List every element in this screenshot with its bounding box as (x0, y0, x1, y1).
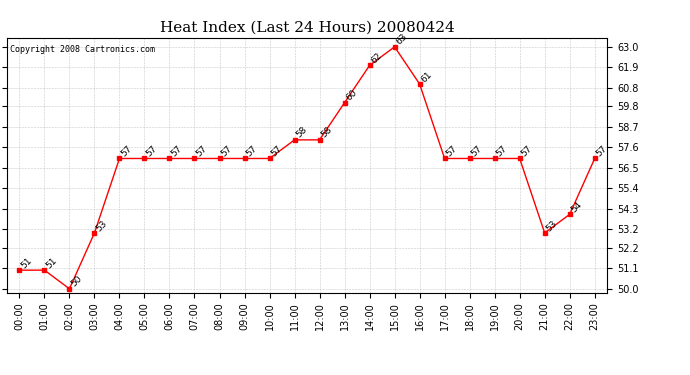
Text: Copyright 2008 Cartronics.com: Copyright 2008 Cartronics.com (10, 45, 155, 54)
Text: 57: 57 (170, 144, 184, 159)
Text: 58: 58 (295, 125, 309, 140)
Text: 57: 57 (144, 144, 159, 159)
Text: 57: 57 (119, 144, 134, 159)
Text: 54: 54 (570, 200, 584, 214)
Text: 57: 57 (195, 144, 209, 159)
Text: 60: 60 (344, 88, 359, 103)
Text: 57: 57 (495, 144, 509, 159)
Text: 57: 57 (520, 144, 534, 159)
Text: 53: 53 (544, 219, 559, 233)
Text: 62: 62 (370, 51, 384, 65)
Text: 57: 57 (444, 144, 459, 159)
Text: 50: 50 (70, 274, 84, 289)
Text: 57: 57 (244, 144, 259, 159)
Text: 63: 63 (395, 32, 409, 47)
Text: 57: 57 (595, 144, 609, 159)
Text: 51: 51 (44, 256, 59, 270)
Title: Heat Index (Last 24 Hours) 20080424: Heat Index (Last 24 Hours) 20080424 (159, 21, 455, 35)
Text: 51: 51 (19, 256, 34, 270)
Text: 57: 57 (470, 144, 484, 159)
Text: 61: 61 (420, 69, 434, 84)
Text: 57: 57 (219, 144, 234, 159)
Text: 57: 57 (270, 144, 284, 159)
Text: 58: 58 (319, 125, 334, 140)
Text: 53: 53 (95, 219, 109, 233)
